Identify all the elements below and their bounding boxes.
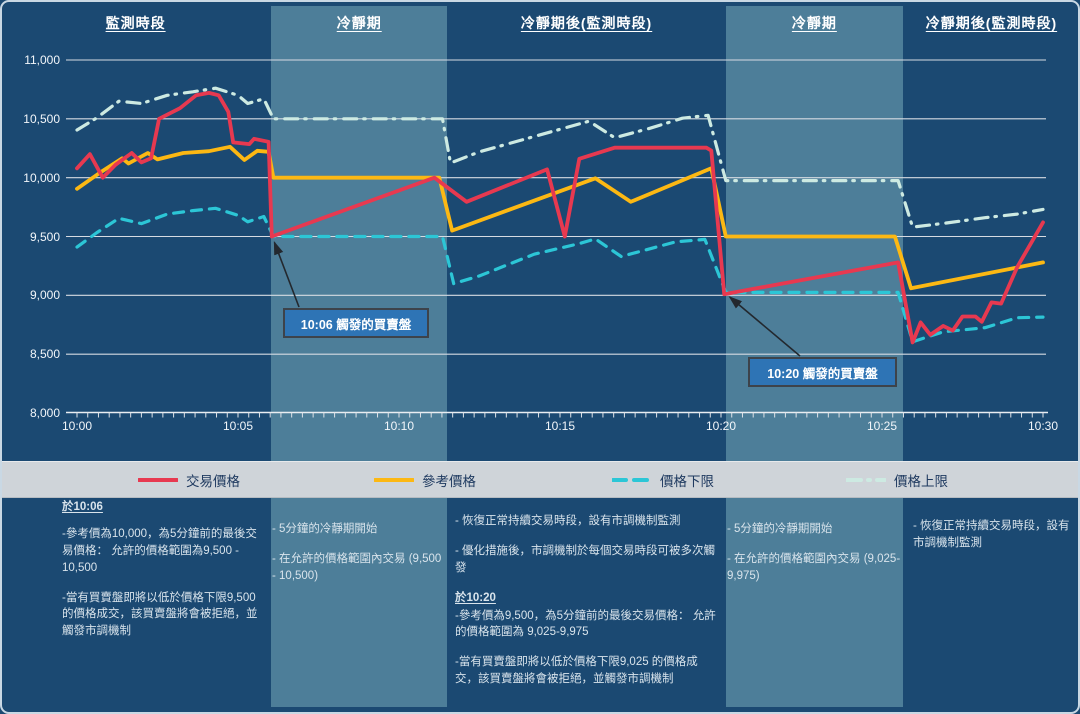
legend-swatch-dashed [612, 477, 652, 482]
footer-paragraph: - 優化措施後，市調機制於每個交易時段可被多次觸發 [455, 544, 716, 574]
footer-paragraph: - 在允許的價格範圍內交易 (9,500 - 10,500) [272, 552, 442, 582]
x-axis-tick-label: 10:05 [222, 419, 254, 433]
legend-label: 交易價格 [186, 473, 240, 489]
footer-paragraph: - 在允許的價格範圍內交易 (9,025-9,975) [727, 552, 901, 582]
y-axis-tick-label: 10,500 [23, 111, 60, 126]
annotation-callout: 10:20 觸發的買賣盤 [748, 357, 897, 387]
footer-heading: 於10:20 [455, 591, 496, 604]
legend-swatch-solid [138, 477, 178, 482]
footer-column-2: - 5分鐘的冷靜期開始 - 在允許的價格範圍內交易 (9,500 - 10,500… [272, 496, 444, 707]
y-axis-tick-label: 11,000 [24, 53, 60, 67]
legend-swatch-dashdot [846, 477, 886, 482]
footer-paragraph: -當有買賣盤即將以低於價格下限9,025 的價格成交，該買賣盤將會被拒絕，並觸發… [455, 656, 698, 686]
footer-paragraph: -參考價為9,500，為5分鐘前的最後交易價格： 允許的價格範圍為 9,025-… [455, 609, 716, 639]
footer-paragraph: - 5分鐘的冷靜期開始 [727, 523, 833, 535]
legend-item: 價格上限 [846, 462, 948, 497]
y-axis-tick-label: 9,000 [29, 288, 60, 303]
footer-column-1: 於10:06 -參考價為10,000，為5分鐘前的最後交易價格： 允許的價格範圍為… [62, 496, 262, 707]
legend-label: 參考價格 [422, 473, 476, 489]
annotation-callout: 10:06 觸發的買賣盤 [283, 308, 429, 338]
footer-heading: 於10:06 [62, 501, 103, 513]
x-axis-tick-label: 10:00 [61, 419, 93, 433]
legend-bar: 交易價格 參考價格 價格下限 價格上限 [0, 461, 1080, 498]
x-axis-tick-label: 10:25 [866, 419, 898, 433]
footer-paragraph: - 恢復正常持續交易時段，設有市調機制監測 [913, 520, 1070, 549]
x-axis-tick-label: 10:10 [383, 419, 415, 433]
legend-label: 價格上限 [894, 473, 948, 489]
legend-swatch-solid [374, 477, 414, 482]
header-band-label: 冷靜期後(監測時段) [520, 15, 653, 31]
x-axis-tick-label: 10:20 [705, 419, 737, 433]
y-axis-tick-label: 8,500 [29, 347, 60, 362]
legend-item: 價格下限 [612, 462, 714, 497]
legend-item: 參考價格 [374, 462, 476, 497]
legend-item: 交易價格 [138, 462, 240, 497]
header-band-label: 冷靜期 [336, 15, 382, 31]
footer-paragraph: - 5分鐘的冷靜期開始 [272, 523, 378, 535]
y-axis-tick-label: 10,000 [23, 170, 60, 185]
footer-paragraph: - 恢復正常持續交易時段，設有市調機制監測 [455, 515, 681, 527]
header-band-label: 監測時段 [105, 15, 166, 31]
x-axis-tick-label: 10:30 [1027, 419, 1059, 433]
footer-paragraph: -當有買賣盤即將以低於價格下限9,500的價格成交，該買賣盤將會被拒絕，並觸發市… [62, 591, 258, 638]
footer-column-4: - 5分鐘的冷靜期開始 - 在允許的價格範圍內交易 (9,025-9,975) [727, 496, 901, 707]
footer-column-5: - 恢復正常持續交易時段，設有市調機制監測 [913, 496, 1075, 707]
x-axis-tick-label: 10:15 [544, 419, 576, 433]
y-axis-tick-label: 9,500 [29, 229, 60, 244]
y-axis-tick-label: 8,000 [29, 406, 60, 420]
footer-column-3: - 恢復正常持續交易時段，設有市調機制監測 - 優化措施後，市調機制於每個交易時段… [455, 496, 719, 707]
footer-paragraph: -參考價為10,000，為5分鐘前的最後交易價格： 允許的價格範圍為9,500 … [62, 527, 257, 574]
legend-label: 價格下限 [660, 473, 714, 489]
header-band-label: 冷靜期 [791, 15, 837, 31]
header-band-label: 冷靜期後(監測時段) [925, 15, 1058, 31]
